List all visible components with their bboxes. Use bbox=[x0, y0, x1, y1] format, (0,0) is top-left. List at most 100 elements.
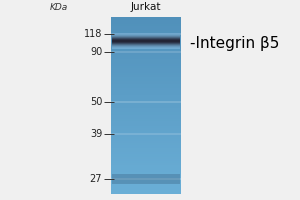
Bar bbox=[111, 76, 181, 79]
Bar bbox=[111, 90, 181, 92]
Bar bbox=[111, 63, 181, 66]
Bar bbox=[112, 35, 180, 36]
Bar bbox=[111, 134, 181, 137]
Text: 27: 27 bbox=[90, 174, 102, 184]
Bar bbox=[111, 48, 181, 51]
Bar bbox=[111, 145, 181, 148]
Bar bbox=[112, 46, 180, 47]
Bar bbox=[111, 169, 181, 172]
Bar bbox=[111, 182, 181, 185]
Bar bbox=[111, 105, 181, 108]
Bar bbox=[111, 81, 181, 84]
Bar bbox=[112, 47, 180, 48]
Bar bbox=[111, 52, 181, 55]
Bar bbox=[111, 39, 181, 42]
Bar bbox=[111, 83, 181, 86]
Bar bbox=[111, 191, 181, 194]
Bar bbox=[111, 129, 181, 132]
Bar bbox=[111, 87, 181, 90]
Bar bbox=[111, 28, 181, 31]
Bar bbox=[111, 174, 181, 176]
Bar bbox=[111, 158, 181, 161]
Text: 39: 39 bbox=[90, 129, 102, 139]
Bar bbox=[111, 30, 181, 33]
Bar bbox=[112, 41, 180, 42]
Bar bbox=[111, 74, 181, 77]
Bar bbox=[111, 99, 181, 101]
Bar bbox=[112, 40, 180, 41]
Bar bbox=[111, 34, 181, 37]
Bar bbox=[111, 185, 181, 187]
Bar bbox=[111, 96, 181, 99]
Bar bbox=[111, 163, 181, 165]
Bar bbox=[111, 23, 181, 26]
Bar bbox=[111, 57, 181, 59]
Bar bbox=[111, 68, 181, 70]
Bar bbox=[111, 140, 181, 143]
Bar bbox=[111, 176, 181, 179]
Bar bbox=[111, 46, 181, 48]
Bar bbox=[111, 112, 181, 115]
Bar bbox=[111, 43, 181, 46]
Bar bbox=[112, 33, 180, 34]
Bar bbox=[112, 37, 180, 38]
Bar bbox=[111, 123, 181, 126]
Text: KDa: KDa bbox=[49, 3, 68, 12]
Bar bbox=[111, 54, 181, 57]
Bar bbox=[112, 43, 180, 44]
Bar bbox=[111, 32, 181, 35]
Bar bbox=[111, 70, 181, 73]
Bar bbox=[111, 101, 181, 104]
Bar bbox=[111, 125, 181, 128]
Bar bbox=[111, 136, 181, 139]
Bar bbox=[111, 165, 181, 168]
Bar bbox=[111, 50, 181, 53]
Bar bbox=[112, 35, 180, 36]
Bar bbox=[111, 178, 181, 181]
Text: Jurkat: Jurkat bbox=[131, 2, 161, 12]
Bar bbox=[111, 118, 181, 121]
Text: 50: 50 bbox=[90, 97, 102, 107]
Bar bbox=[111, 21, 181, 24]
Bar bbox=[111, 151, 181, 154]
Bar bbox=[112, 42, 180, 43]
Bar bbox=[111, 149, 181, 152]
Text: -Integrin β5: -Integrin β5 bbox=[190, 36, 279, 51]
Bar bbox=[111, 72, 181, 75]
Bar bbox=[112, 39, 180, 40]
Bar bbox=[111, 189, 181, 192]
Bar bbox=[112, 38, 180, 39]
Bar bbox=[111, 127, 181, 130]
Bar bbox=[111, 138, 181, 141]
Bar bbox=[111, 59, 181, 62]
Bar bbox=[112, 46, 180, 47]
Bar bbox=[112, 34, 180, 35]
Bar bbox=[112, 47, 180, 48]
Bar bbox=[111, 103, 181, 106]
Bar bbox=[112, 36, 180, 37]
Bar bbox=[111, 180, 181, 183]
Bar bbox=[111, 92, 181, 95]
Bar bbox=[111, 94, 181, 97]
Bar bbox=[111, 187, 181, 190]
Bar bbox=[111, 79, 181, 81]
Bar bbox=[111, 107, 181, 110]
Bar bbox=[112, 43, 180, 44]
Bar bbox=[112, 44, 180, 45]
Bar bbox=[111, 167, 181, 170]
Bar bbox=[111, 116, 181, 119]
Bar bbox=[111, 160, 181, 163]
Bar bbox=[111, 156, 181, 159]
Bar bbox=[112, 34, 180, 35]
Bar bbox=[111, 132, 181, 134]
Bar bbox=[111, 171, 181, 174]
Bar bbox=[111, 143, 181, 145]
Bar bbox=[111, 65, 181, 68]
Bar bbox=[112, 36, 180, 37]
Bar bbox=[112, 48, 180, 49]
Bar bbox=[111, 85, 181, 88]
Bar bbox=[111, 26, 181, 28]
Bar bbox=[111, 154, 181, 157]
Bar bbox=[112, 45, 180, 46]
Bar bbox=[111, 37, 181, 39]
